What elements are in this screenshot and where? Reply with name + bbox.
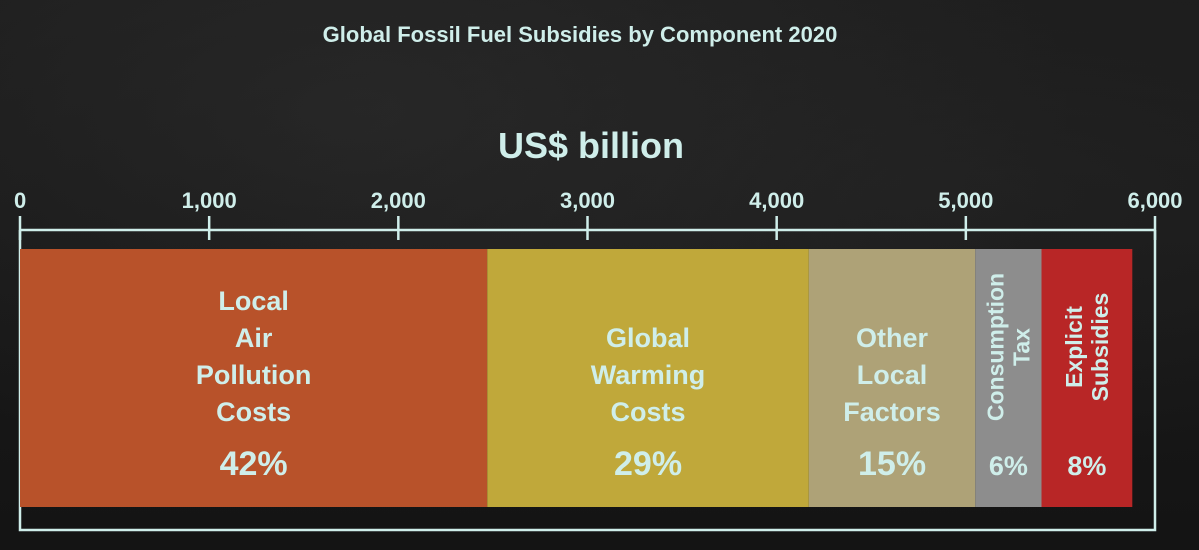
segment-name-label: Pollution <box>196 360 311 390</box>
segment-percent-label: 6% <box>989 451 1028 481</box>
segment-name-label: Other <box>856 323 929 353</box>
bar-segment <box>1041 249 1133 507</box>
segment-name-label: Costs <box>216 397 291 427</box>
axis-unit-label: US$ billion <box>497 125 684 166</box>
segment-name-label: Air <box>235 323 273 353</box>
x-tick-label: 4,000 <box>749 188 804 213</box>
x-tick-label: 6,000 <box>1127 188 1182 213</box>
x-tick-label: 0 <box>14 188 26 213</box>
segment-name-label: Global <box>606 323 690 353</box>
segment-name-label: Explicit <box>1061 306 1087 388</box>
x-axis: 0 1,000 2,000 3,000 4,000 5,000 6,000 <box>14 188 1183 240</box>
x-tick-label: 1,000 <box>182 188 237 213</box>
segment-percent-label: 29% <box>614 445 682 483</box>
bar-segment <box>808 249 976 507</box>
x-tick-label: 2,000 <box>371 188 426 213</box>
segment-percent-label: 42% <box>220 445 288 483</box>
chart-title: Global Fossil Fuel Subsidies by Componen… <box>322 22 838 47</box>
bar-segment <box>20 249 488 507</box>
segment-name-label: Warming <box>591 360 706 390</box>
segment-name-label: Factors <box>843 397 941 427</box>
segment-percent-label: 8% <box>1067 451 1106 481</box>
segment-name-label: Tax <box>1008 328 1034 366</box>
x-tick-label: 3,000 <box>560 188 615 213</box>
segment-name-label: Consumption <box>982 273 1008 421</box>
segment-name-label: Subsidies <box>1087 293 1113 402</box>
bar-segments: Local Air Pollution Costs 42% Global Warming Co… <box>20 249 1133 507</box>
segment-name-label: Local <box>218 286 289 316</box>
bar-segment <box>975 249 1042 507</box>
x-tick-label: 5,000 <box>938 188 993 213</box>
segment-percent-label: 15% <box>858 445 926 483</box>
segment-name-label: Local <box>857 360 928 390</box>
bar-segment <box>487 249 809 507</box>
segment-name-label: Costs <box>611 397 686 427</box>
